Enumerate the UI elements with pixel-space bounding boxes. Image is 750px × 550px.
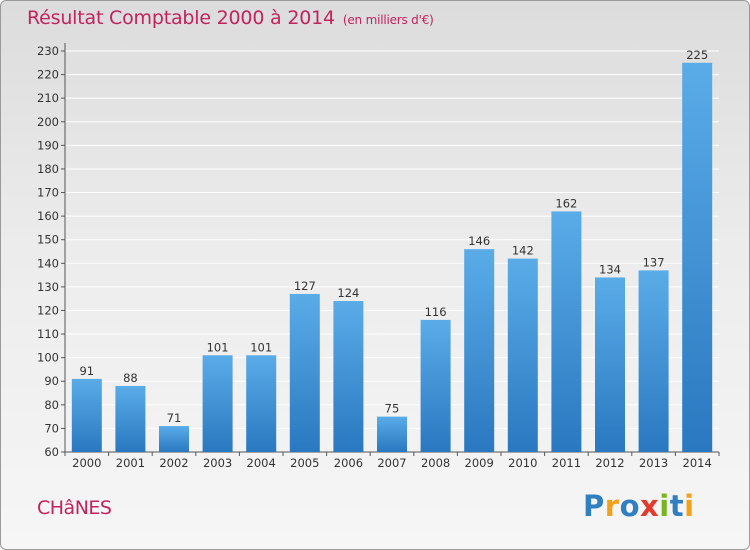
x-tick-label: 2003 (203, 456, 232, 470)
x-tick-label: 2009 (465, 456, 494, 470)
y-tick-label: 170 (37, 186, 59, 200)
bar-value-label: 225 (686, 48, 708, 62)
y-tick-label: 80 (44, 398, 59, 412)
y-tick-label: 140 (37, 256, 59, 270)
bar-value-label: 137 (643, 255, 665, 269)
bar-value-label: 134 (599, 262, 621, 276)
y-tick-label: 110 (37, 327, 59, 341)
x-tick-label: 2002 (159, 456, 188, 470)
y-tick-label: 120 (37, 303, 59, 317)
bar-value-label: 127 (294, 279, 316, 293)
proxiti-logo: Proxiti (583, 489, 695, 523)
logo-letter: x (640, 489, 660, 523)
y-tick-label: 230 (37, 44, 59, 58)
bar (246, 355, 277, 452)
chart-title: Résultat Comptable 2000 à 2014 (en millie… (27, 7, 434, 29)
y-tick-label: 130 (37, 280, 59, 294)
bar (420, 319, 451, 452)
bar (507, 258, 538, 452)
logo-letter: t (669, 489, 685, 523)
bar (159, 426, 189, 452)
bar (202, 355, 233, 452)
bar-value-label: 162 (555, 196, 577, 210)
x-tick-label: 2010 (508, 456, 537, 470)
x-tick-label: 2006 (334, 456, 363, 470)
logo-letter: r (604, 489, 620, 523)
bar-value-label: 75 (385, 402, 400, 416)
bar-value-label: 124 (337, 286, 359, 300)
bar (115, 385, 146, 452)
y-tick-label: 150 (37, 233, 59, 247)
logo-letter: i (659, 489, 670, 523)
commune-name: CHâNES (37, 497, 112, 519)
x-tick-label: 2001 (116, 456, 145, 470)
x-tick-label: 2011 (552, 456, 581, 470)
y-tick-label: 100 (37, 351, 59, 365)
x-tick-label: 2004 (247, 456, 276, 470)
bar-value-label: 116 (425, 305, 447, 319)
x-tick-label: 2005 (290, 456, 319, 470)
bar-value-label: 101 (250, 340, 272, 354)
y-tick-label: 60 (44, 445, 59, 459)
y-tick-label: 220 (37, 68, 59, 82)
x-tick-label: 2000 (72, 456, 101, 470)
x-tick-label: 2013 (639, 456, 668, 470)
y-tick-label: 200 (37, 115, 59, 129)
bar (551, 211, 582, 452)
bar (289, 293, 320, 452)
chart-unit: (en milliers d'€) (342, 13, 434, 27)
x-tick-label: 2012 (595, 456, 624, 470)
x-tick-label: 2014 (683, 456, 712, 470)
bar-value-label: 71 (167, 411, 182, 425)
bar-value-label: 146 (468, 234, 490, 248)
y-tick-label: 90 (44, 374, 59, 388)
y-tick-label: 210 (37, 91, 59, 105)
y-tick-label: 70 (44, 421, 59, 435)
bar-value-label: 91 (79, 364, 94, 378)
bar (71, 378, 102, 452)
x-tick-label: 2008 (421, 456, 450, 470)
x-tick-label: 2007 (377, 456, 406, 470)
bar-value-label: 88 (123, 371, 138, 385)
y-tick-label: 190 (37, 138, 59, 152)
bar (377, 416, 407, 452)
chart-title-text: Résultat Comptable 2000 à 2014 (27, 7, 335, 29)
bar (333, 301, 364, 452)
bar (638, 270, 669, 452)
logo-letter: o (619, 489, 641, 523)
bar (595, 277, 625, 452)
bar (464, 249, 495, 452)
bar-value-label: 101 (207, 340, 229, 354)
logo-letter: P (583, 489, 605, 523)
y-tick-label: 160 (37, 209, 59, 223)
logo-letter: i (684, 489, 695, 523)
bar-value-label: 142 (512, 244, 534, 258)
y-tick-label: 180 (37, 162, 59, 176)
bar (682, 62, 713, 452)
